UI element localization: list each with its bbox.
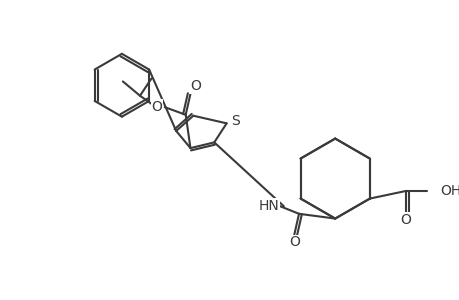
Text: O: O <box>400 212 411 226</box>
Text: O: O <box>151 100 162 114</box>
Text: O: O <box>190 79 200 93</box>
Text: O: O <box>288 236 299 249</box>
Text: HN: HN <box>257 199 278 213</box>
Text: OH: OH <box>439 184 459 198</box>
Text: S: S <box>230 114 239 128</box>
